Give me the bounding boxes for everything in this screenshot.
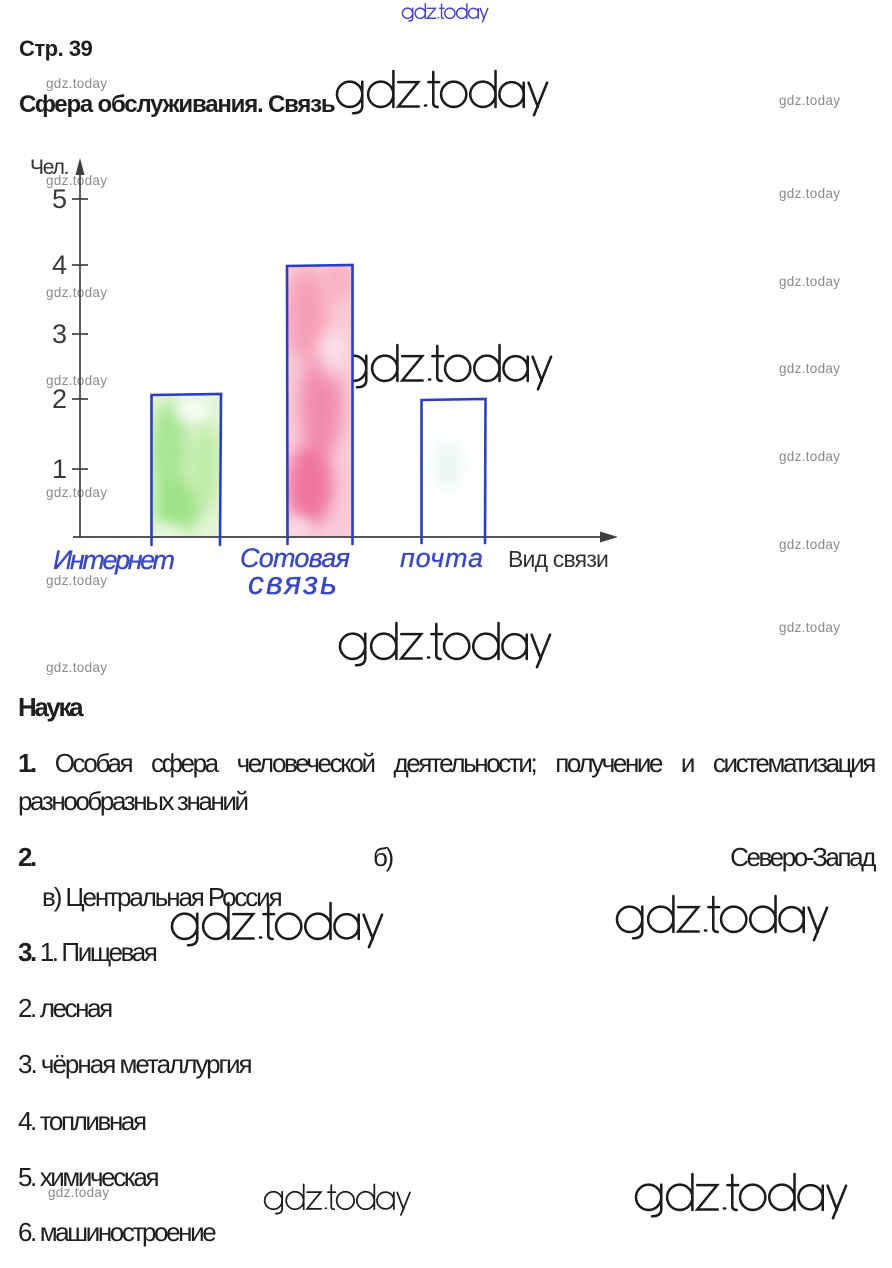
svg-text:Интернет: Интернет — [53, 545, 175, 575]
svg-text:почта: почта — [400, 543, 483, 573]
svg-text:3: 3 — [52, 319, 67, 349]
svg-text:1: 1 — [52, 454, 67, 484]
svg-text:Чел.: Чел. — [30, 156, 68, 179]
svg-text:связь: связь — [248, 565, 337, 601]
svg-text:Сотовая: Сотовая — [240, 543, 350, 573]
svg-text:2: 2 — [52, 384, 67, 414]
svg-text:4: 4 — [52, 250, 67, 280]
svg-text:5: 5 — [52, 184, 67, 214]
svg-text:Вид связи: Вид связи — [508, 546, 608, 572]
